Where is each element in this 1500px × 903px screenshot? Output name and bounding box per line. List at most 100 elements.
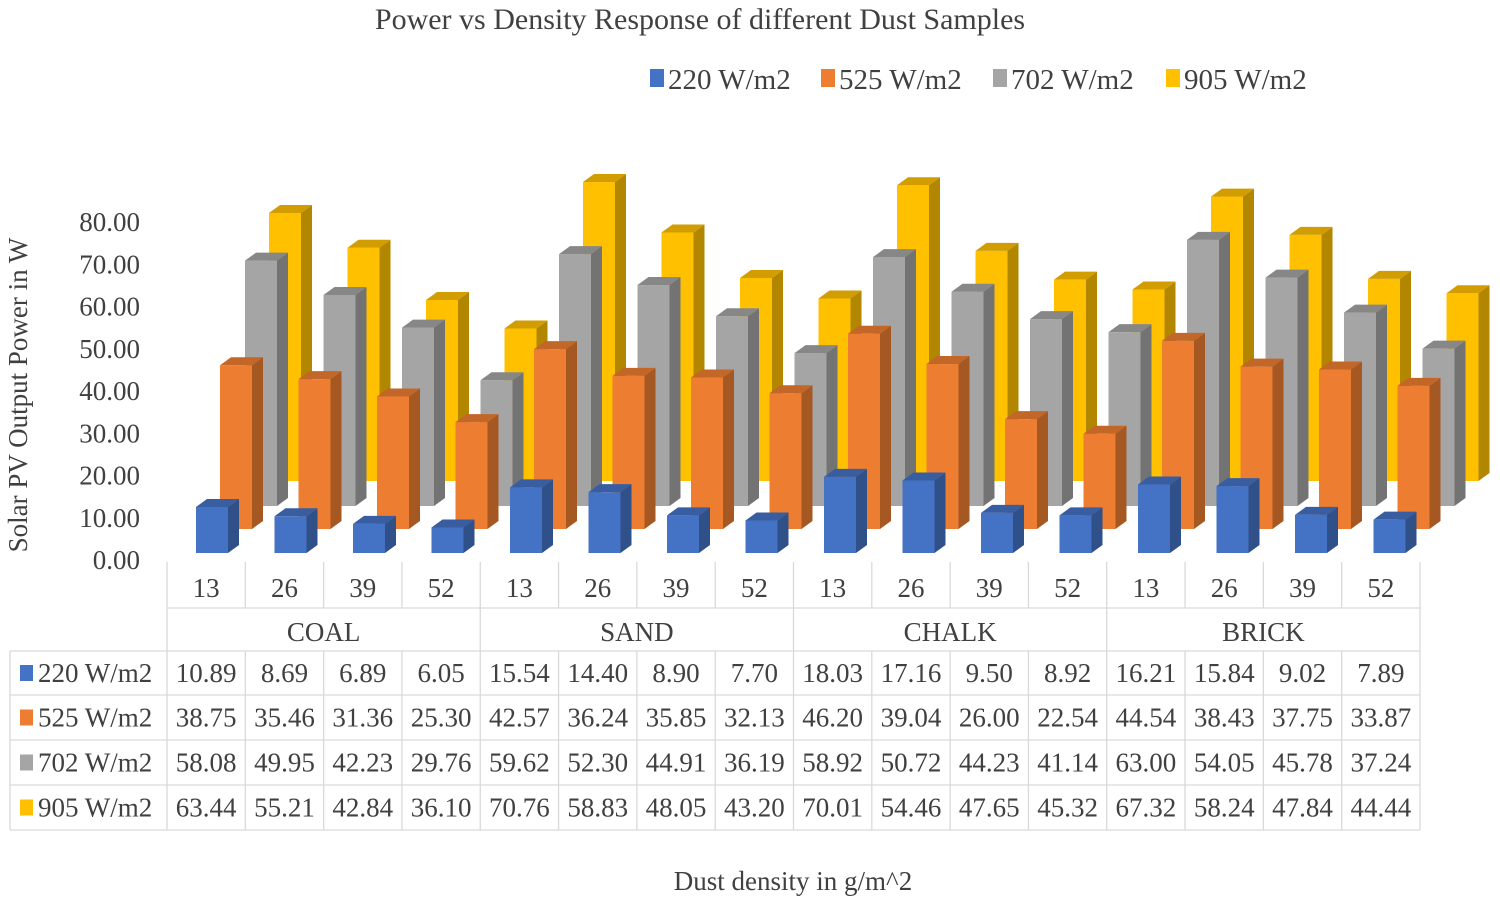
bar-220-w-m2-2 [353,515,396,553]
bar-side [699,507,710,553]
legend-label: 905 W/m2 [1184,64,1307,96]
y-tick-label: 50.00 [79,334,140,364]
table-legend-key [20,799,33,816]
bar-front [353,523,385,553]
table-cell: 9.50 [966,658,1013,688]
table-cell: 45.78 [1272,748,1333,778]
y-tick-label: 40.00 [79,376,140,406]
table-cell: 46.20 [802,703,863,733]
bar-side [983,283,995,506]
bar-side [905,249,916,507]
table-cell: 42.84 [332,793,393,823]
bar-220-w-m2-9 [902,472,946,553]
bar-front [1138,484,1170,553]
bar-side [591,246,602,506]
table-cell: 59.62 [489,748,550,778]
bar-top [818,290,862,299]
table-cell: 44.91 [646,748,707,778]
table-cell: 50.72 [881,748,942,778]
bar-top [583,174,626,183]
table-cell: 43.20 [724,793,785,823]
x-tick-density: 13 [819,573,846,603]
table-cell: 42.57 [489,703,550,733]
table-legend-key [20,665,33,681]
bar-top [1187,231,1230,240]
x-tick-density: 13 [1132,573,1159,603]
bar-side [856,468,867,553]
table-cell: 35.46 [254,703,315,733]
bar-front [824,476,856,553]
bar-top [873,249,916,258]
bar-top [220,357,263,366]
table-cell: 31.36 [332,703,393,733]
bar-top [769,385,813,394]
table-row-header: 220 W/m2 [38,658,152,688]
bar-top [637,277,681,286]
bar-top [1368,270,1411,279]
bar-side [1062,311,1073,506]
x-tick-density: 39 [1289,573,1316,603]
bar-top [1289,226,1333,235]
bar-top [1446,285,1490,294]
bar-top [1240,358,1284,367]
legend-swatch [650,69,664,87]
bar-side [1478,285,1490,481]
bar-top [897,177,940,186]
bar-top [269,204,312,213]
bar-side [252,357,263,529]
y-tick-label: 30.00 [79,418,140,448]
table-cell: 48.05 [646,793,707,823]
bar-220-w-m2-6 [667,507,710,553]
bar-525-w-m2-7 [769,385,813,529]
table-cell: 38.75 [176,703,237,733]
bar-top [1422,340,1466,349]
bar-top [612,367,656,376]
table-cell: 6.89 [339,658,386,688]
table-cell: 6.05 [417,658,464,688]
bar-top [1211,188,1254,197]
table-cell: 8.92 [1044,658,1091,688]
bar-top [1030,311,1073,320]
bar-525-w-m2-15 [1397,377,1441,529]
y-axis-label: Solar PV Output Power in W [3,237,33,552]
bar-220-w-m2-14 [1295,506,1338,553]
table-cell: 39.04 [881,703,942,733]
bar-side [512,372,524,506]
table-cell: 18.03 [802,658,863,688]
bar-top [510,479,553,488]
table-cell: 47.84 [1272,793,1333,823]
bar-front [510,487,542,553]
bar-front [981,512,1013,553]
bar-top [1083,425,1127,434]
legend-swatch [993,69,1007,87]
data-table: 13 26 39 52 13 26 39 52 13 26 39 52 13 26 39 52 COAL SAND… [9,562,1421,831]
table-cell: 54.46 [881,793,942,823]
y-tick-label: 60.00 [79,292,140,322]
x-tick-density: 52 [741,573,768,603]
table-cell: 17.16 [881,658,942,688]
bar-front [1059,515,1092,553]
bar-side [880,325,891,529]
table-cell: 63.44 [176,793,237,823]
legend-swatch [1166,69,1180,87]
y-tick-label: 0.00 [93,545,140,575]
table-cell: 33.87 [1350,703,1411,733]
bar-top [504,320,548,329]
table-cell: 36.24 [567,703,628,733]
bar-top [667,507,710,516]
table-cell: 54.05 [1194,748,1255,778]
x-group-label-sand: SAND [600,617,674,647]
bar-top [1005,411,1048,420]
bar-front [588,492,621,553]
table-cell: 44.23 [959,748,1020,778]
table-cell: 41.14 [1037,748,1098,778]
table-cell: 36.19 [724,748,785,778]
table-cell: 37.75 [1272,703,1333,733]
x-tick-density: 13 [506,573,533,603]
bar-front [431,527,464,553]
table-cell: 58.83 [567,793,628,823]
bar-side [1013,504,1024,553]
table-cell: 29.76 [411,748,472,778]
bar-top [1138,476,1181,485]
